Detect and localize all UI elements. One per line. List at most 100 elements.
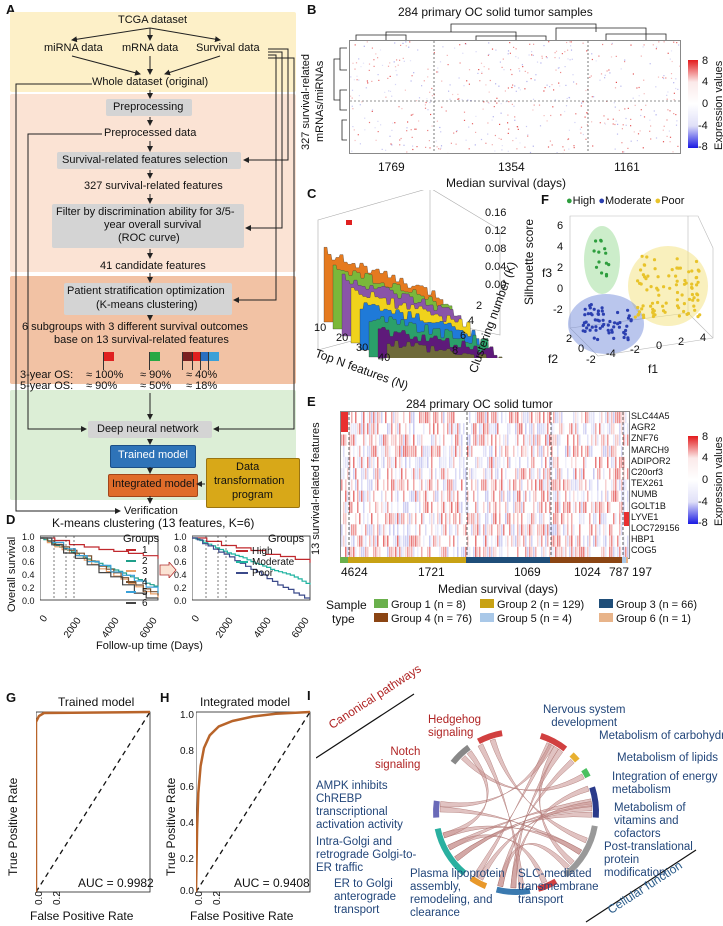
heatmap-e-cell (477, 490, 479, 502)
heatmap-e-cell (541, 479, 543, 491)
os5-poor: ≈ 18% (186, 380, 218, 392)
heatmap-e-cell (517, 546, 519, 558)
heatmap-e-cell (549, 513, 551, 525)
f-point-poor (640, 254, 644, 258)
heatmap-b-cell (513, 105, 515, 107)
f-point-poor (643, 263, 647, 267)
heatmap-e-cell (407, 479, 409, 491)
heatmap-e-cell (411, 412, 413, 424)
heatmap-e-cell (391, 456, 393, 469)
heatmap-e-cell (557, 445, 559, 457)
heatmap-e-cell (597, 479, 599, 491)
heatmap-e-cell (613, 479, 615, 491)
heatmap-e-cell (477, 513, 479, 525)
heatmap-e-cell (355, 479, 357, 491)
heatmap-e-cell (413, 423, 415, 435)
heatmap-b-cell (429, 101, 431, 104)
heatmap-b-cell (450, 142, 452, 144)
heatmap-e-cell (491, 490, 493, 502)
heatmap-e-cell (599, 412, 601, 424)
heatmap-e-cell (395, 468, 397, 480)
heatmap-e-cell (531, 524, 533, 536)
heatmap-e-cell (415, 501, 417, 513)
heatmap-b-cell (607, 118, 609, 120)
heatmap-b-cell (375, 139, 377, 141)
heatmap-e-cell (539, 524, 541, 536)
heatmap-e-cell (409, 456, 411, 469)
heatmap-b-cell (543, 115, 545, 117)
flow-preprocessing: Preprocessing (113, 101, 184, 113)
os3-moderate: ≈ 90% (140, 369, 172, 381)
heatmap-e-cell (395, 456, 397, 469)
heatmap-e-cell (393, 434, 395, 446)
heatmap-b-cell (526, 80, 528, 83)
flow-dnn: Deep neural network (97, 423, 199, 435)
heatmap-e-cell (343, 513, 345, 525)
f-point-poor (677, 314, 681, 318)
f-point-moderate (600, 306, 604, 310)
heatmap-b-cell (350, 95, 352, 97)
heatmap-e-cell (393, 524, 395, 536)
heatmap-b-cell (423, 80, 425, 82)
heatmap-e-cell (377, 535, 379, 547)
heatmap-e-cell (473, 423, 475, 435)
flow-mrna: mRNA data (122, 42, 179, 54)
heatmap-b-cell (532, 54, 534, 56)
heatmap-e-cell (395, 445, 397, 457)
heatmap-e-cell (377, 479, 379, 491)
heatmap-e-cell (545, 546, 547, 558)
heatmap-e-cell (431, 434, 433, 446)
heatmap-e-cell (461, 479, 463, 491)
heatmap-e-cell (355, 524, 357, 536)
km-right-xtick-4: 6000 (290, 615, 312, 641)
heatmap-e-cell (553, 434, 555, 446)
heatmap-e-cell (619, 546, 621, 558)
heatmap-e-cell (613, 546, 615, 558)
heatmap-b-cell (613, 102, 615, 104)
gene-label: SLC44A5 (631, 411, 670, 421)
heatmap-e-cell (485, 479, 487, 491)
heatmap-e-cell (431, 535, 433, 547)
f-point-poor (675, 304, 680, 308)
heatmap-e-cell (419, 434, 421, 446)
heatmap-e-cell (501, 445, 503, 457)
heatmap-e-cell (449, 524, 451, 536)
gene-label: ZNF76 (631, 433, 659, 444)
heatmap-e-cell (425, 501, 427, 513)
roc-h-ytick-3: 0.4 (180, 818, 194, 829)
heatmap-b-cell (614, 123, 616, 126)
heatmap-b-cell (377, 74, 379, 76)
heatmap-e-cell (579, 546, 581, 558)
flow-integrated: Integrated model (112, 478, 195, 490)
heatmap-e-cell (377, 501, 379, 513)
heatmap-e-cell (487, 524, 489, 536)
heatmap-b-cell (673, 99, 675, 101)
f-point-moderate (613, 321, 617, 325)
km-right-ytick-2: 0.8 (174, 544, 187, 554)
heatmap-b-cell (510, 69, 512, 71)
heatmap-b-cell (630, 118, 632, 120)
heatmap-e-cell (475, 423, 477, 435)
heatmap-e-cell (351, 501, 353, 513)
heatmap-b-cell (535, 74, 537, 76)
heatmap-b-cell (675, 78, 677, 80)
heatmap-e-cell (491, 456, 493, 469)
heatmap-e-cell (545, 479, 547, 491)
heatmap-b-legend-m8: -8 (698, 141, 708, 153)
chord-label-post-translational: Post-translational protein modification (604, 841, 693, 879)
heatmap-e-cell (487, 468, 489, 480)
heatmap-e-cell (409, 490, 411, 502)
heatmap-e-cell (559, 546, 561, 558)
heatmap-e-cell (607, 456, 609, 469)
heatmap-e-cell (543, 468, 545, 480)
heatmap-e-cell (563, 513, 565, 525)
heatmap-e-cell (471, 524, 473, 536)
f-point-poor (662, 285, 666, 289)
heatmap-e-cell (401, 535, 403, 547)
heatmap-e-cell (353, 490, 355, 502)
heatmap-b-cell (614, 87, 617, 89)
heatmap-b-cell (410, 129, 412, 131)
heatmap-e-cell (399, 479, 401, 491)
heatmap-e-cell (621, 412, 623, 424)
heatmap-e-cell (591, 423, 593, 435)
